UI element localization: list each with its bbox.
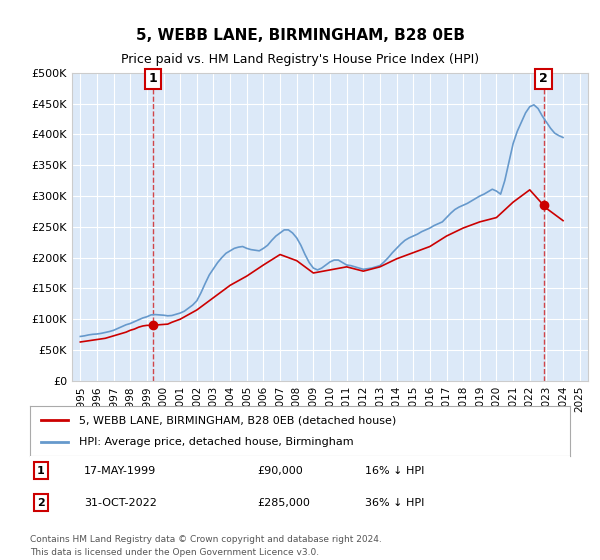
Text: This data is licensed under the Open Government Licence v3.0.: This data is licensed under the Open Gov… [30,548,319,557]
Text: £90,000: £90,000 [257,465,302,475]
Text: 2: 2 [37,498,44,508]
Text: 2: 2 [539,72,548,86]
Text: 1: 1 [149,72,158,86]
Text: 1: 1 [37,465,44,475]
Text: 5, WEBB LANE, BIRMINGHAM, B28 0EB (detached house): 5, WEBB LANE, BIRMINGHAM, B28 0EB (detac… [79,415,396,425]
Text: 31-OCT-2022: 31-OCT-2022 [84,498,157,508]
Text: HPI: Average price, detached house, Birmingham: HPI: Average price, detached house, Birm… [79,437,353,447]
Text: 17-MAY-1999: 17-MAY-1999 [84,465,156,475]
Text: Contains HM Land Registry data © Crown copyright and database right 2024.: Contains HM Land Registry data © Crown c… [30,535,382,544]
Text: Price paid vs. HM Land Registry's House Price Index (HPI): Price paid vs. HM Land Registry's House … [121,53,479,66]
Text: £285,000: £285,000 [257,498,310,508]
Text: 36% ↓ HPI: 36% ↓ HPI [365,498,424,508]
Text: 16% ↓ HPI: 16% ↓ HPI [365,465,424,475]
Text: 5, WEBB LANE, BIRMINGHAM, B28 0EB: 5, WEBB LANE, BIRMINGHAM, B28 0EB [136,28,464,43]
